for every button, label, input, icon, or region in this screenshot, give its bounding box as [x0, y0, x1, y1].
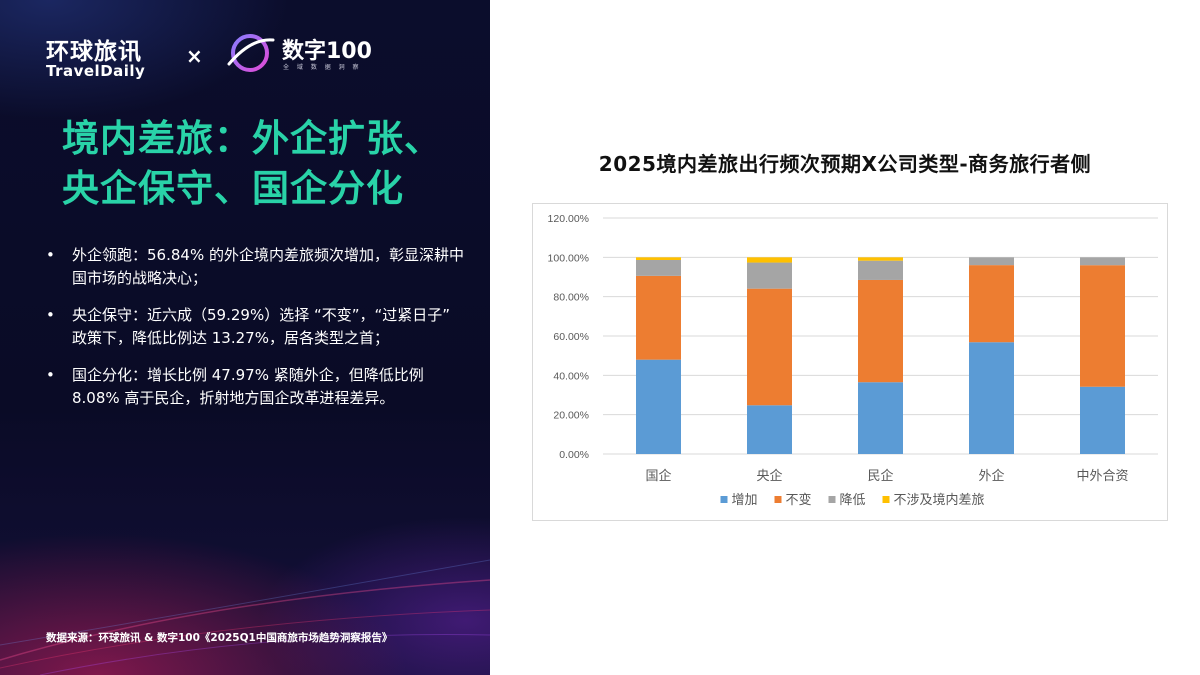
legend-swatch	[828, 496, 836, 503]
x-tick-label: 央企	[756, 468, 782, 484]
finding-item: • 央企保守：近六成（59.29%）选择 “不变”，“过紧日子” 政策下，降低比…	[44, 304, 464, 350]
y-tick-label: 20.00%	[553, 410, 589, 422]
finding-text: 国企分化：增长比例 47.97% 紧随外企，但降低比例 8.08% 高于民企，折…	[72, 366, 424, 407]
traveldaily-logo-en: TravelDaily	[46, 62, 146, 80]
bar-segment-增加	[1080, 386, 1125, 454]
y-tick-label: 80.00%	[553, 292, 589, 304]
x-tick-label: 外企	[978, 468, 1004, 484]
collab-x-sign: ×	[186, 44, 203, 68]
bar-segment-不变	[636, 275, 681, 360]
bar-segment-不涉及境内差旅	[636, 257, 681, 260]
left-panel: 环球旅讯 TravelDaily × 数字100 全 域 数 据 洞 察 境内差…	[0, 0, 490, 675]
legend-entry: 增加	[732, 493, 758, 508]
legend-swatch	[774, 496, 782, 503]
legend-swatch	[882, 496, 890, 503]
shuzi100-logo-icon	[227, 34, 275, 72]
y-tick-label: 120.00%	[548, 213, 589, 225]
bar-segment-不涉及境内差旅	[747, 257, 792, 263]
bar-segment-不变	[1080, 265, 1125, 387]
legend-entry: 不变	[786, 492, 812, 508]
legend-swatch	[720, 496, 728, 503]
legend-entry: 降低	[840, 493, 866, 508]
chart-title: 2025境内差旅出行频次预期X公司类型-商务旅行者侧	[598, 152, 1092, 176]
traveldaily-logo-cn: 环球旅讯	[46, 39, 142, 65]
shuzi100-logo-sub: 全 域 数 据 洞 察	[283, 64, 362, 71]
bar-segment-不涉及境内差旅	[858, 257, 903, 261]
bar-segment-增加	[747, 405, 792, 454]
chart-frame: 0.00% 20.00% 40.00% 60.00% 80.00% 100.00% 120.…	[532, 203, 1168, 521]
bar-segment-降低	[747, 262, 792, 289]
finding-item: • 外企领跑：56.84% 的外企境内差旅频次增加，彰显深耕中国市场的战略决心；	[44, 244, 464, 290]
bullet-marker: •	[46, 246, 55, 264]
bar-segment-不变	[969, 265, 1014, 343]
y-tick-label: 40.00%	[553, 370, 589, 382]
bar-segment-增加	[858, 382, 903, 454]
light-streaks-decoration	[0, 559, 490, 675]
bar-segment-不变	[858, 279, 903, 383]
bar-segment-降低	[636, 259, 681, 276]
headline-line-1: 境内差旅：外企扩张、	[62, 117, 442, 160]
finding-text: 外企领跑：56.84% 的外企境内差旅频次增加，彰显深耕中国市场的战略决心；	[72, 246, 464, 287]
x-tick-label: 国企	[645, 468, 671, 484]
legend-entry: 不涉及境内差旅	[894, 492, 985, 508]
bar-segment-降低	[969, 257, 1014, 266]
y-tick-label: 60.00%	[553, 331, 589, 343]
bullet-marker: •	[46, 306, 55, 324]
bar-segment-不变	[747, 288, 792, 406]
x-tick-label: 民企	[867, 468, 893, 484]
y-tick-label: 100.00%	[548, 252, 589, 264]
shuzi100-logo-cn: 数字100	[282, 39, 372, 64]
y-tick-label: 0.00%	[559, 449, 589, 461]
data-source-note: 数据来源：环球旅讯 & 数字100《2025Q1中国商旅市场趋势洞察报告》	[46, 632, 393, 644]
x-tick-label: 中外合资	[1076, 469, 1128, 484]
findings-list: • 外企领跑：56.84% 的外企境内差旅频次增加，彰显深耕中国市场的战略决心；…	[44, 244, 464, 424]
stacked-bar-chart: 0.00% 20.00% 40.00% 60.00% 80.00% 100.00% 120.…	[548, 213, 1158, 508]
bar-segment-降低	[1080, 257, 1125, 266]
bar-segment-降低	[858, 260, 903, 280]
bar-segment-增加	[969, 342, 1014, 454]
finding-text: 央企保守：近六成（59.29%）选择 “不变”，“过紧日子” 政策下，降低比例达…	[72, 306, 451, 347]
bar-segment-增加	[636, 359, 681, 454]
bullet-marker: •	[46, 366, 55, 384]
finding-item: • 国企分化：增长比例 47.97% 紧随外企，但降低比例 8.08% 高于民企…	[44, 364, 464, 410]
headline-line-2: 央企保守、国企分化	[62, 167, 404, 210]
